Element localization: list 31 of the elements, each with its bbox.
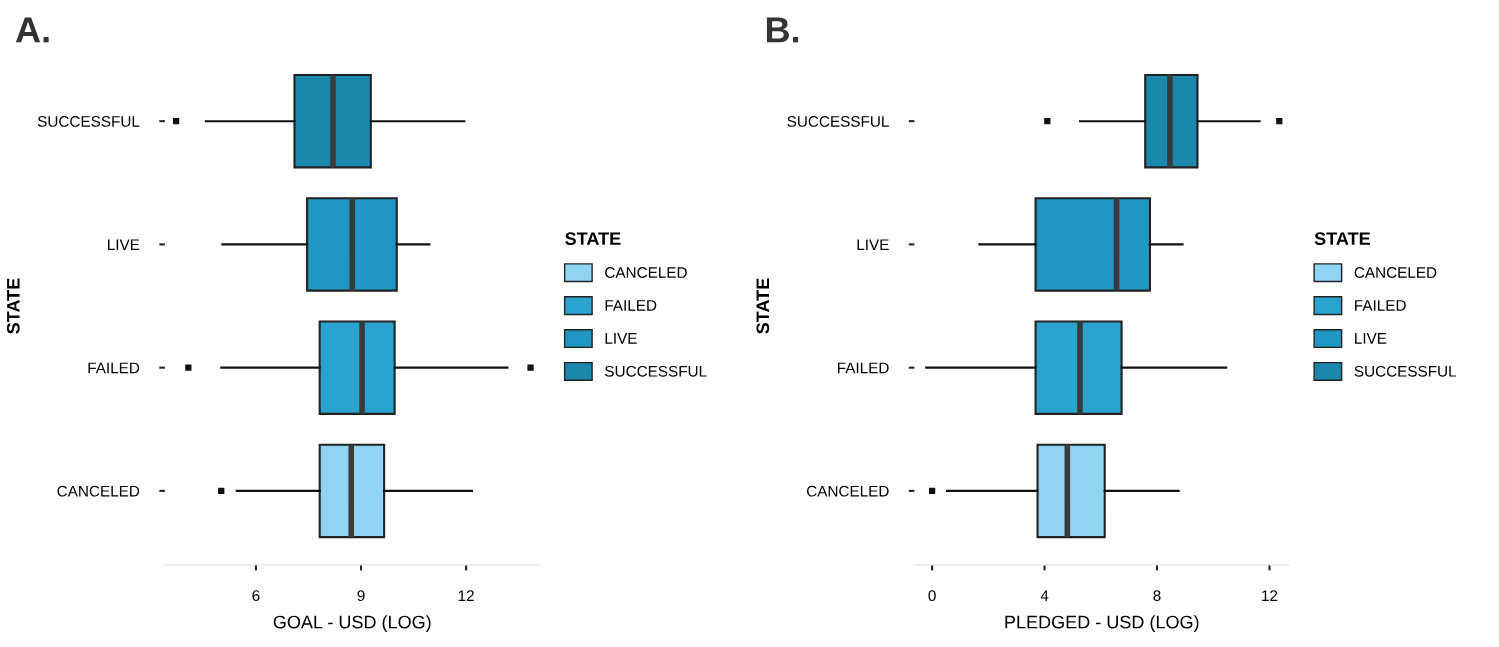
x-tick-label: 6 <box>252 590 260 602</box>
x-tick-label: 12 <box>458 590 474 601</box>
y-axis-title: STATE <box>756 278 770 334</box>
category-label: FAILED <box>605 300 657 311</box>
y-tick-label: LIVE <box>108 239 140 250</box>
category-label: CANCELED <box>1354 267 1437 278</box>
category-label: SUCCESSFUL <box>605 365 707 377</box>
y-tick-label: CANCELED <box>57 485 140 497</box>
category-label: LIVE <box>1355 333 1387 344</box>
y-tick-label: SUCCESSFUL <box>37 116 140 127</box>
x-tick-label: 9 <box>357 590 365 602</box>
x-tick-label: 0 <box>928 590 936 602</box>
y-tick-label: LIVE <box>857 239 889 250</box>
y-tick-label: FAILED <box>838 362 889 374</box>
category-label: FAILED <box>1355 300 1406 311</box>
category-label: CANCELED <box>605 267 687 278</box>
y-tick-label: CANCELED <box>806 485 889 497</box>
chart-title: A. <box>15 17 49 43</box>
x-tick-label: 4 <box>1040 590 1049 601</box>
category-label: LIVE <box>605 333 637 344</box>
x-tick-label: 12 <box>1262 590 1278 601</box>
x-tick-label: 8 <box>1153 590 1161 602</box>
legend-title: STATE <box>565 232 621 246</box>
x-axis-title: PLEDGED - USD (LOG) <box>1005 615 1199 633</box>
y-tick-label: SUCCESSFUL <box>787 116 889 127</box>
y-tick-label: FAILED <box>88 362 140 374</box>
chart-title: B. <box>766 17 799 43</box>
y-axis-title: STATE <box>6 278 20 334</box>
x-axis-title: GOAL - USD (LOG) <box>273 615 431 633</box>
category-label: SUCCESSFUL <box>1354 365 1457 377</box>
legend-title: STATE <box>1314 232 1370 246</box>
